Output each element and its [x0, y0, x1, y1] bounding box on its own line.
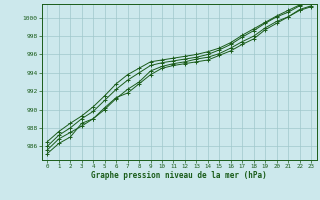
X-axis label: Graphe pression niveau de la mer (hPa): Graphe pression niveau de la mer (hPa): [91, 171, 267, 180]
